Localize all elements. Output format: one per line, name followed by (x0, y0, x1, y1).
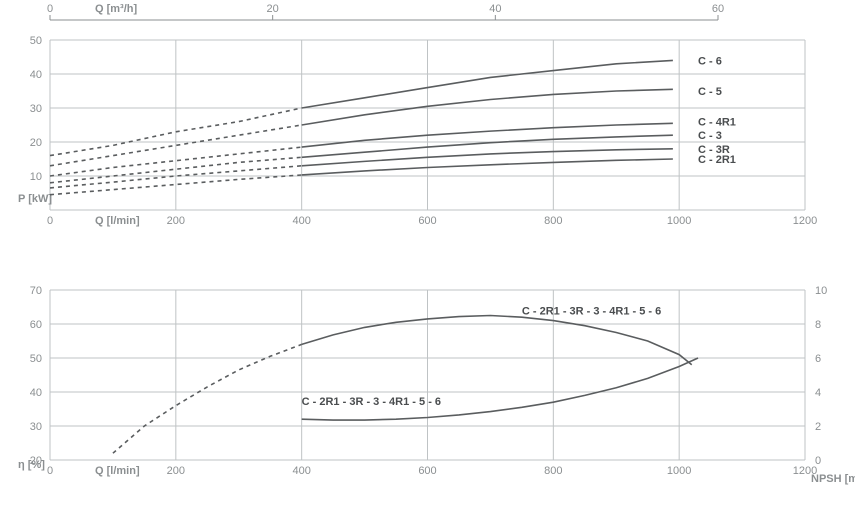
power-curve-label: C - 4R1 (698, 117, 736, 129)
eff-xtick: 200 (167, 465, 185, 477)
efficiency-curve-dashed (113, 344, 302, 453)
eff-xtick: 400 (292, 465, 310, 477)
efficiency-curve-label: C - 2R1 - 3R - 3 - 4R1 - 5 - 6 (522, 306, 661, 318)
npsh-ytick: 4 (815, 387, 821, 399)
power-curve-label: C - 6 (698, 55, 722, 67)
top-axis-tick: 0 (47, 3, 53, 15)
eff-xtick: 0 (47, 465, 53, 477)
efficiency-npsh-chart: 2030405060700246810020040060080010001200… (0, 280, 855, 511)
eff-ytick: 70 (30, 285, 42, 297)
p-xtick: 800 (544, 215, 562, 227)
p-ytick: 40 (30, 69, 42, 81)
p-xtick: 0 (47, 215, 53, 227)
p-ytick: 50 (30, 35, 42, 47)
top-axis-tick: 20 (267, 3, 279, 15)
eff-yaxis-title: η [%] (18, 459, 45, 471)
p-xtick: 600 (418, 215, 436, 227)
top-q-m3h-axis: 0 20 40 60 Q [m³/h] (0, 0, 855, 30)
p-xtick: 1000 (667, 215, 691, 227)
npsh-yaxis-title: NPSH [m] (811, 473, 855, 485)
eff-xaxis-title: Q [l/min] (95, 465, 140, 477)
p-ytick: 30 (30, 103, 42, 115)
npsh-ytick: 2 (815, 421, 821, 433)
npsh-ytick: 10 (815, 285, 827, 297)
p-xtick: 1200 (793, 215, 817, 227)
p-xtick: 400 (292, 215, 310, 227)
npsh-ytick: 6 (815, 353, 821, 365)
npsh-curve-label: C - 2R1 - 3R - 3 - 4R1 - 5 - 6 (302, 396, 441, 408)
eff-ytick: 60 (30, 319, 42, 331)
npsh-curve (302, 358, 698, 420)
power-curve-label: C - 5 (698, 86, 722, 98)
eff-ytick: 40 (30, 387, 42, 399)
eff-ytick: 30 (30, 421, 42, 433)
top-axis-tick: 60 (712, 3, 724, 15)
eff-xtick: 1000 (667, 465, 691, 477)
eff-xtick: 600 (418, 465, 436, 477)
power-curve (302, 89, 673, 125)
p-xtick: 200 (167, 215, 185, 227)
power-curve (302, 149, 673, 166)
eff-xtick: 800 (544, 465, 562, 477)
efficiency-curve (302, 316, 692, 365)
eff-ytick: 50 (30, 353, 42, 365)
p-yaxis-title: P [kW] (18, 193, 52, 205)
pump-performance-charts: { "colors": { "background": "#ffffff", "… (0, 0, 855, 511)
power-curve (302, 60, 673, 108)
power-curve-label: C - 3 (698, 130, 722, 142)
p-ytick: 10 (30, 171, 42, 183)
top-axis-title: Q [m³/h] (95, 3, 137, 15)
npsh-ytick: 8 (815, 319, 821, 331)
top-axis-tick: 40 (489, 3, 501, 15)
p-xaxis-title: Q [l/min] (95, 215, 140, 227)
power-chart: 10 20 30 40 50 0 200 400 600 800 1000 1200 P [kW] Q [… (0, 30, 855, 244)
power-curve-label: C - 2R1 (698, 154, 736, 166)
p-ytick: 20 (30, 137, 42, 149)
